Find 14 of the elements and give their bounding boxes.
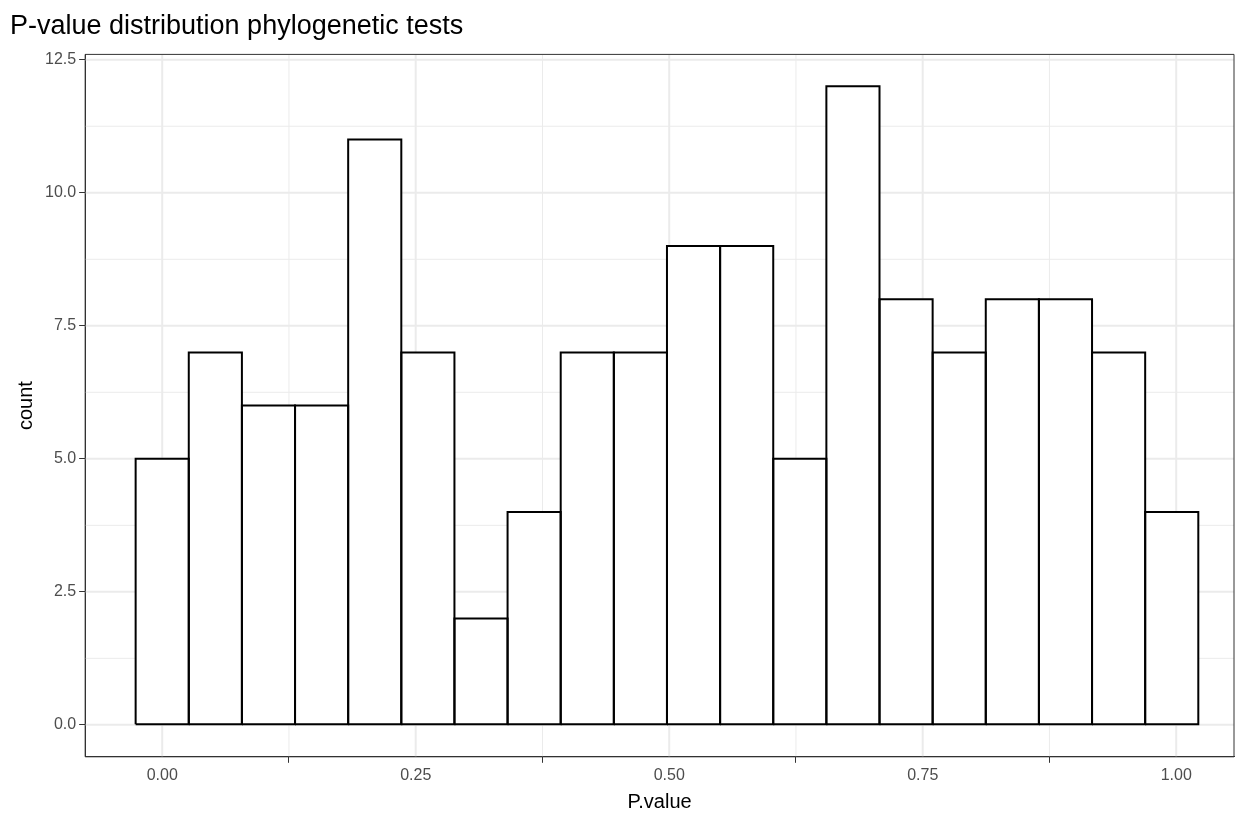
- x-tick-label: 1.00: [1160, 765, 1192, 783]
- y-axis-title: count: [13, 380, 36, 431]
- y-tick-label: 5.0: [53, 449, 77, 467]
- x-tick-label: 0.00: [146, 765, 178, 783]
- y-tick-label: 0.0: [53, 715, 77, 733]
- y-tick-label: 2.5: [53, 582, 77, 600]
- y-tick-label: 12.5: [45, 50, 77, 68]
- y-tick-label: 10.0: [45, 183, 77, 201]
- x-axis-title: P.value: [627, 789, 692, 812]
- y-tick-label: 7.5: [53, 316, 77, 334]
- chart-title: P-value distribution phylogenetic tests: [10, 9, 464, 40]
- x-tick-label: 0.25: [400, 765, 432, 783]
- x-tick-label: 0.75: [907, 765, 939, 783]
- x-tick-label: 0.50: [653, 765, 685, 783]
